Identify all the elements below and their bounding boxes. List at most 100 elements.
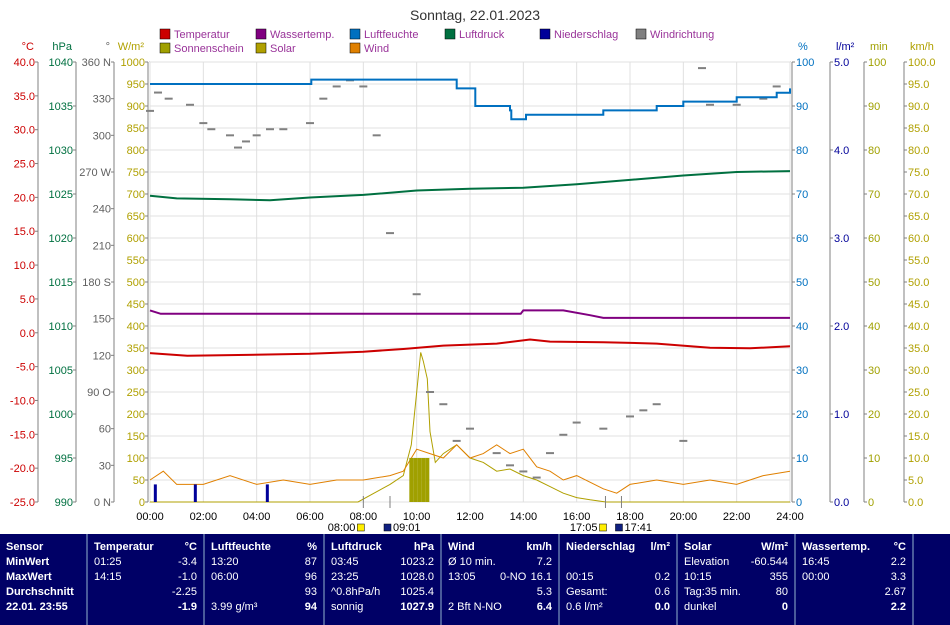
axis-tick-label-left: 200: [127, 409, 145, 421]
stats-block-luftfeuchte: Luftfeuchte% 13:20 87 06:00 96 93 3.99 g/m³ 94: [205, 534, 325, 625]
stats-unit: l/m²: [650, 541, 670, 553]
axis-tick-label-left: 400: [127, 321, 145, 333]
stats-header: Solar W/m²: [678, 540, 794, 555]
stats-title: Wind: [448, 541, 475, 553]
stats-cell: Gesamt:: [566, 586, 608, 598]
stats-cell: 0.6 l/m²: [566, 601, 603, 613]
axis-tick-label-right: 3.0: [834, 233, 849, 245]
series-niederschlag-bar: [153, 484, 157, 502]
series-luftdruck: [149, 170, 791, 202]
x-tick-label: 10:00: [403, 511, 431, 523]
stats-value: 1027.9: [400, 601, 434, 613]
axis-tick-label-right: 1.0: [834, 409, 849, 421]
stats-block-luftdruck: Luftdruck hPa 03:45 1023.2 23:25 1028.0 ^0.8hP…: [325, 534, 442, 625]
axis-tick-label-left: 120: [93, 350, 111, 362]
stats-header: Niederschlag l/m²: [560, 540, 676, 555]
axis-unit-left: °: [106, 41, 110, 53]
axis-unit-right: %: [798, 41, 808, 53]
axis-tick-label-right: 0: [868, 497, 874, 509]
axis-tick-label-left: 150: [127, 431, 145, 443]
axis-tick-label-left: 990: [55, 497, 73, 509]
stats-cell: 10:15: [684, 571, 712, 583]
axis-tick-label-right: 20: [796, 409, 808, 421]
stats-unit: °C: [893, 541, 906, 553]
stats-row: 10:15 355: [678, 570, 794, 585]
axis-tick-label-left: 0 N: [94, 497, 111, 509]
stats-row: 01:25 -3.4: [88, 555, 203, 570]
axis-tick-label-right: 10.0: [908, 453, 929, 465]
axis-tick-label-right: 60: [868, 233, 880, 245]
stats-row: MinWert: [0, 555, 86, 570]
moon-icon: [615, 523, 623, 532]
axis-tick-label-left: 15.0: [14, 226, 35, 238]
axis-tick-label-left: 180 S: [82, 277, 111, 289]
axis-tick-label-right: 25.0: [908, 387, 929, 399]
axis-tick-label-left: 500: [127, 277, 145, 289]
axis-tick-label-left: 330: [93, 94, 111, 106]
axis-tick-label-left: 1000: [121, 57, 145, 69]
stats-unit: W/m²: [761, 541, 788, 553]
stats-cell: 13:20: [211, 556, 239, 568]
stats-value: 1025.4: [400, 586, 434, 598]
stats-unit: °C: [184, 541, 197, 553]
stats-value: 2.67: [884, 586, 906, 598]
stats-cell: 00:00: [802, 571, 830, 583]
stats-value: -60.544: [750, 556, 788, 568]
stats-label: MaxWert: [6, 571, 52, 583]
legend-label: Wassertemp.: [270, 29, 334, 41]
stats-value: 2.2: [890, 556, 906, 568]
stats-row: 00:00 3.3: [796, 570, 912, 585]
axis-tick-label-left: 850: [127, 123, 145, 135]
legend-label: Luftfeuchte: [364, 29, 418, 41]
stats-row: 06:00 96: [205, 570, 323, 585]
axis-tick-label-left: 25.0: [14, 159, 35, 171]
x-tick-label: 18:00: [616, 511, 644, 523]
stats-cell: 13:05: [448, 571, 476, 583]
sun-icon: [599, 523, 607, 532]
x-tick-label: 12:00: [456, 511, 484, 523]
axis-tick-label-left: 300: [127, 365, 145, 377]
stats-cell: Ø 10 min.: [448, 556, 496, 568]
stats-cell: 23:25: [331, 571, 359, 583]
x-tick-label: 04:00: [243, 511, 271, 523]
axis-tick-label-right: 90: [868, 101, 880, 113]
series-sonnenschein-bar: [413, 458, 418, 502]
axis-tick-label-right: 60: [796, 233, 808, 245]
axis-unit-left: °C: [22, 41, 34, 53]
series-sonnenschein-bar: [417, 458, 422, 502]
stats-value: -1.9: [178, 601, 197, 613]
stats-value: 6.4: [536, 601, 552, 613]
stats-unit: km/h: [526, 541, 552, 553]
axis-tick-label-right: 10: [868, 453, 880, 465]
axes: 00:00 02:00 04:00 06:00 08:00 10:00 12:00 14:00…: [10, 41, 936, 523]
axis-tick-label-left: 1025: [49, 189, 73, 201]
stats-cell: Tag:35 min.: [684, 586, 741, 598]
stats-value: 5.3: [536, 586, 552, 598]
axis-tick-label-right: 75.0: [908, 167, 929, 179]
series-temperatur: [149, 338, 791, 357]
stats-header: Sensor: [0, 540, 86, 555]
legend-label: Solar: [270, 43, 296, 55]
axis-tick-label-left: 40.0: [14, 57, 35, 69]
stats-header: Temperatur °C: [88, 540, 203, 555]
axis-tick-label-left: 30: [99, 460, 111, 472]
axis-tick-label-right: 50.0: [908, 277, 929, 289]
axis-tick-label-right: 40.0: [908, 321, 929, 333]
stats-row: 13:20 87: [205, 555, 323, 570]
axis-tick-label-right: 80: [796, 145, 808, 157]
stats-row: -2.25: [88, 585, 203, 600]
series-niederschlag-bar: [265, 484, 269, 502]
axis-unit-right: l/m²: [836, 41, 855, 53]
legend-swatch: [255, 42, 267, 54]
stats-block-solar: Solar W/m² Elevation -60.544 10:15 355 Tag:35 …: [678, 534, 796, 625]
sun-marker-label: 17:05: [570, 522, 598, 534]
stats-row: 14:15 -1.0: [88, 570, 203, 585]
stats-row: 3.99 g/m³ 94: [205, 600, 323, 615]
stats-value: 0.2: [654, 571, 670, 583]
axis-tick-label-right: 95.0: [908, 79, 929, 91]
stats-title: Wassertemp.: [802, 541, 871, 553]
x-tick-label: 00:00: [136, 511, 164, 523]
stats-cell: dunkel: [684, 601, 717, 613]
axis-tick-label-left: 30.0: [14, 125, 35, 137]
axis-tick-label-left: 0.0: [20, 328, 35, 340]
